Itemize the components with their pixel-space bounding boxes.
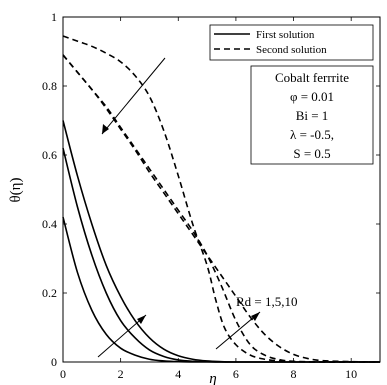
y-axis-label: θ(η) xyxy=(8,177,24,202)
arrows xyxy=(97,57,261,358)
second-solution-curve-6 xyxy=(62,54,381,363)
parameter-line-lambda: λ = -0.5, xyxy=(290,127,334,142)
parameter-box-frame xyxy=(250,65,374,165)
parameter-box: Cobalt ferrrite φ = 0.01 Bi = 1 λ = -0.5… xyxy=(250,65,374,165)
first-solution-curve-3 xyxy=(62,120,380,363)
x-tick-label: 4 xyxy=(175,367,181,381)
legend-entry-first: First solution xyxy=(256,29,315,41)
x-axis-label: η xyxy=(209,371,216,385)
arrow-second-solution xyxy=(101,57,166,135)
legend-entry-second: Second solution xyxy=(256,44,327,56)
x-tick-label: 8 xyxy=(291,367,297,381)
legend-box xyxy=(209,24,374,61)
x-tick-label: 6 xyxy=(233,367,239,381)
legend: First solution Second solution xyxy=(209,24,374,61)
x-tick-label: 10 xyxy=(345,367,357,381)
y-tick-label: 0.6 xyxy=(42,148,57,162)
y-tick-label: 0.8 xyxy=(42,79,57,93)
second-solution-curve-5 xyxy=(62,54,380,363)
arrow-rd-dashed xyxy=(215,311,261,350)
y-tick-label: 1 xyxy=(51,10,57,24)
second-solution-curve-4 xyxy=(62,35,380,363)
annotation-rd: Rd = 1,5,10 xyxy=(236,294,298,309)
parameter-line-material: Cobalt ferrrite xyxy=(275,70,349,85)
curves xyxy=(62,35,381,363)
parameter-line-phi: φ = 0.01 xyxy=(290,89,334,104)
arrow-second-solution-head xyxy=(102,124,109,134)
x-tick-label: 0 xyxy=(60,367,66,381)
arrow-first-solution xyxy=(97,314,147,358)
axis-ticks: 0 2 4 6 8 10 0 0.2 0.4 0.6 0.8 1 xyxy=(42,10,380,381)
y-tick-label: 0 xyxy=(51,355,57,369)
arrow-first-solution-head xyxy=(137,315,146,324)
parameter-line-s: S = 0.5 xyxy=(293,146,330,161)
arrow-rd-dashed-head xyxy=(251,312,260,321)
y-tick-label: 0.4 xyxy=(42,217,57,231)
parameter-line-bi: Bi = 1 xyxy=(296,108,329,123)
y-tick-label: 0.2 xyxy=(42,286,57,300)
x-tick-label: 2 xyxy=(118,367,124,381)
